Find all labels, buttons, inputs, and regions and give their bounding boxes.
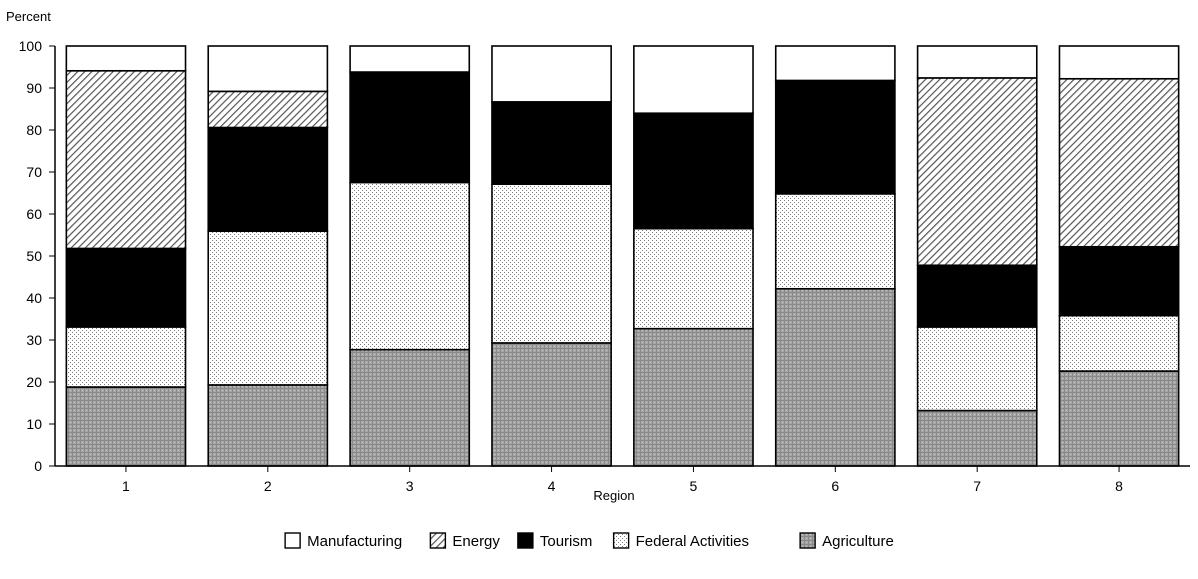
bar-segment-agriculture-region-3 (349, 348, 471, 467)
bar-segment-manufacturing-region-8 (1058, 45, 1180, 80)
x-axis-title: Region (593, 488, 634, 503)
x-tick-label-8: 8 (1115, 478, 1123, 494)
bar-segment-federal-activities-region-5 (633, 227, 754, 330)
bar-segment-federal-activities-region-8 (1058, 314, 1180, 372)
y-tick-label: 50 (26, 248, 42, 264)
bar-segment-manufacturing-region-1 (65, 45, 187, 72)
y-axis-title: Percent (6, 9, 51, 24)
legend-label-tourism: Tourism (540, 533, 593, 550)
y-axis: 0 10 20 30 40 50 60 70 80 90 100 (19, 38, 56, 474)
legend-swatch-federal-activities (612, 532, 630, 549)
bar-segment-manufacturing-region-7 (916, 45, 1038, 79)
bar-segment-agriculture-region-4 (491, 342, 612, 467)
bar-segment-federal-activities-region-6 (774, 193, 896, 290)
bar-segment-energy-region-8 (1058, 77, 1180, 248)
bar-segment-federal-activities-region-3 (349, 181, 471, 351)
bar-segment-tourism-region-1 (65, 247, 187, 328)
bar-segment-tourism-region-8 (1058, 245, 1180, 317)
legend-swatch-agriculture (799, 532, 816, 549)
bar-segment-energy-region-7 (916, 77, 1038, 267)
bar-stack-region-7 (916, 45, 1038, 467)
bar-stack-region-1 (65, 45, 187, 467)
bar-segment-manufacturing-region-4 (491, 45, 612, 103)
bar-segment-agriculture-region-7 (916, 409, 1038, 467)
legend-item-agriculture: Agriculture (799, 532, 894, 550)
y-tick-label: 60 (26, 206, 42, 222)
bar-segment-manufacturing-region-3 (349, 45, 471, 73)
bar-stack-region-4 (491, 45, 612, 467)
bars-layer (65, 45, 1180, 467)
bar-segment-agriculture-region-5 (633, 327, 754, 467)
bar-stack-region-5 (633, 45, 754, 467)
x-axis: 1 2 3 4 5 6 7 8 (55, 465, 1190, 494)
legend-item-energy: Energy (429, 532, 500, 550)
bar-segment-agriculture-region-2 (207, 384, 329, 467)
bar-segment-manufacturing-region-2 (207, 45, 329, 93)
bar-segment-agriculture-region-1 (65, 386, 187, 467)
bar-segment-manufacturing-region-6 (774, 45, 896, 82)
bar-stack-region-8 (1058, 45, 1180, 467)
bar-segment-energy-region-2 (207, 90, 329, 129)
bar-segment-tourism-region-3 (349, 71, 471, 184)
bar-segment-agriculture-region-8 (1058, 370, 1180, 467)
x-tick-label-3: 3 (406, 478, 414, 494)
x-tick-label-1: 1 (122, 478, 130, 494)
y-tick-label: 30 (26, 332, 42, 348)
bar-segment-tourism-region-6 (774, 79, 896, 195)
legend-item-tourism: Tourism (517, 532, 593, 550)
legend-label-federal-activities: Federal Activities (636, 533, 749, 550)
bar-segment-federal-activities-region-7 (916, 326, 1038, 412)
x-tick-label-2: 2 (264, 478, 272, 494)
y-tick-label: 40 (26, 290, 42, 306)
legend-label-agriculture: Agriculture (822, 533, 894, 550)
legend-swatch-energy (429, 532, 447, 549)
y-tick-label: 10 (26, 416, 42, 432)
bar-segment-tourism-region-4 (491, 101, 612, 185)
bar-segment-tourism-region-5 (633, 112, 754, 230)
legend-label-energy: Energy (452, 533, 500, 550)
bar-segment-federal-activities-region-2 (207, 230, 329, 386)
y-tick-label: 0 (34, 458, 42, 474)
bar-stack-region-3 (349, 45, 471, 467)
y-tick-label: 70 (26, 164, 42, 180)
legend-item-manufacturing: Manufacturing (284, 532, 402, 550)
y-tick-label: 20 (26, 374, 42, 390)
y-tick-label: 80 (26, 122, 42, 138)
legend-item-federal-activities: Federal Activities (612, 532, 749, 550)
bar-segment-manufacturing-region-5 (633, 45, 754, 114)
bar-stack-region-2 (207, 45, 329, 467)
legend-label-manufacturing: Manufacturing (307, 533, 402, 550)
bar-segment-tourism-region-7 (916, 264, 1038, 328)
legend: Manufacturing Energy Tourism Federal Activi… (284, 532, 894, 550)
bar-segment-energy-region-1 (65, 69, 187, 250)
x-tick-label-5: 5 (690, 478, 698, 494)
legend-swatch-tourism (517, 532, 534, 549)
bar-stack-region-6 (774, 45, 896, 467)
y-tick-label: 100 (19, 38, 43, 54)
x-tick-label-6: 6 (831, 478, 839, 494)
x-tick-label-7: 7 (973, 478, 981, 494)
bar-segment-agriculture-region-6 (774, 287, 896, 467)
bar-segment-federal-activities-region-4 (491, 183, 612, 344)
x-tick-label-4: 4 (548, 478, 556, 494)
bar-segment-tourism-region-2 (207, 126, 329, 233)
y-tick-label: 90 (26, 80, 42, 96)
bar-segment-federal-activities-region-1 (65, 326, 187, 388)
legend-swatch-manufacturing (284, 532, 301, 549)
